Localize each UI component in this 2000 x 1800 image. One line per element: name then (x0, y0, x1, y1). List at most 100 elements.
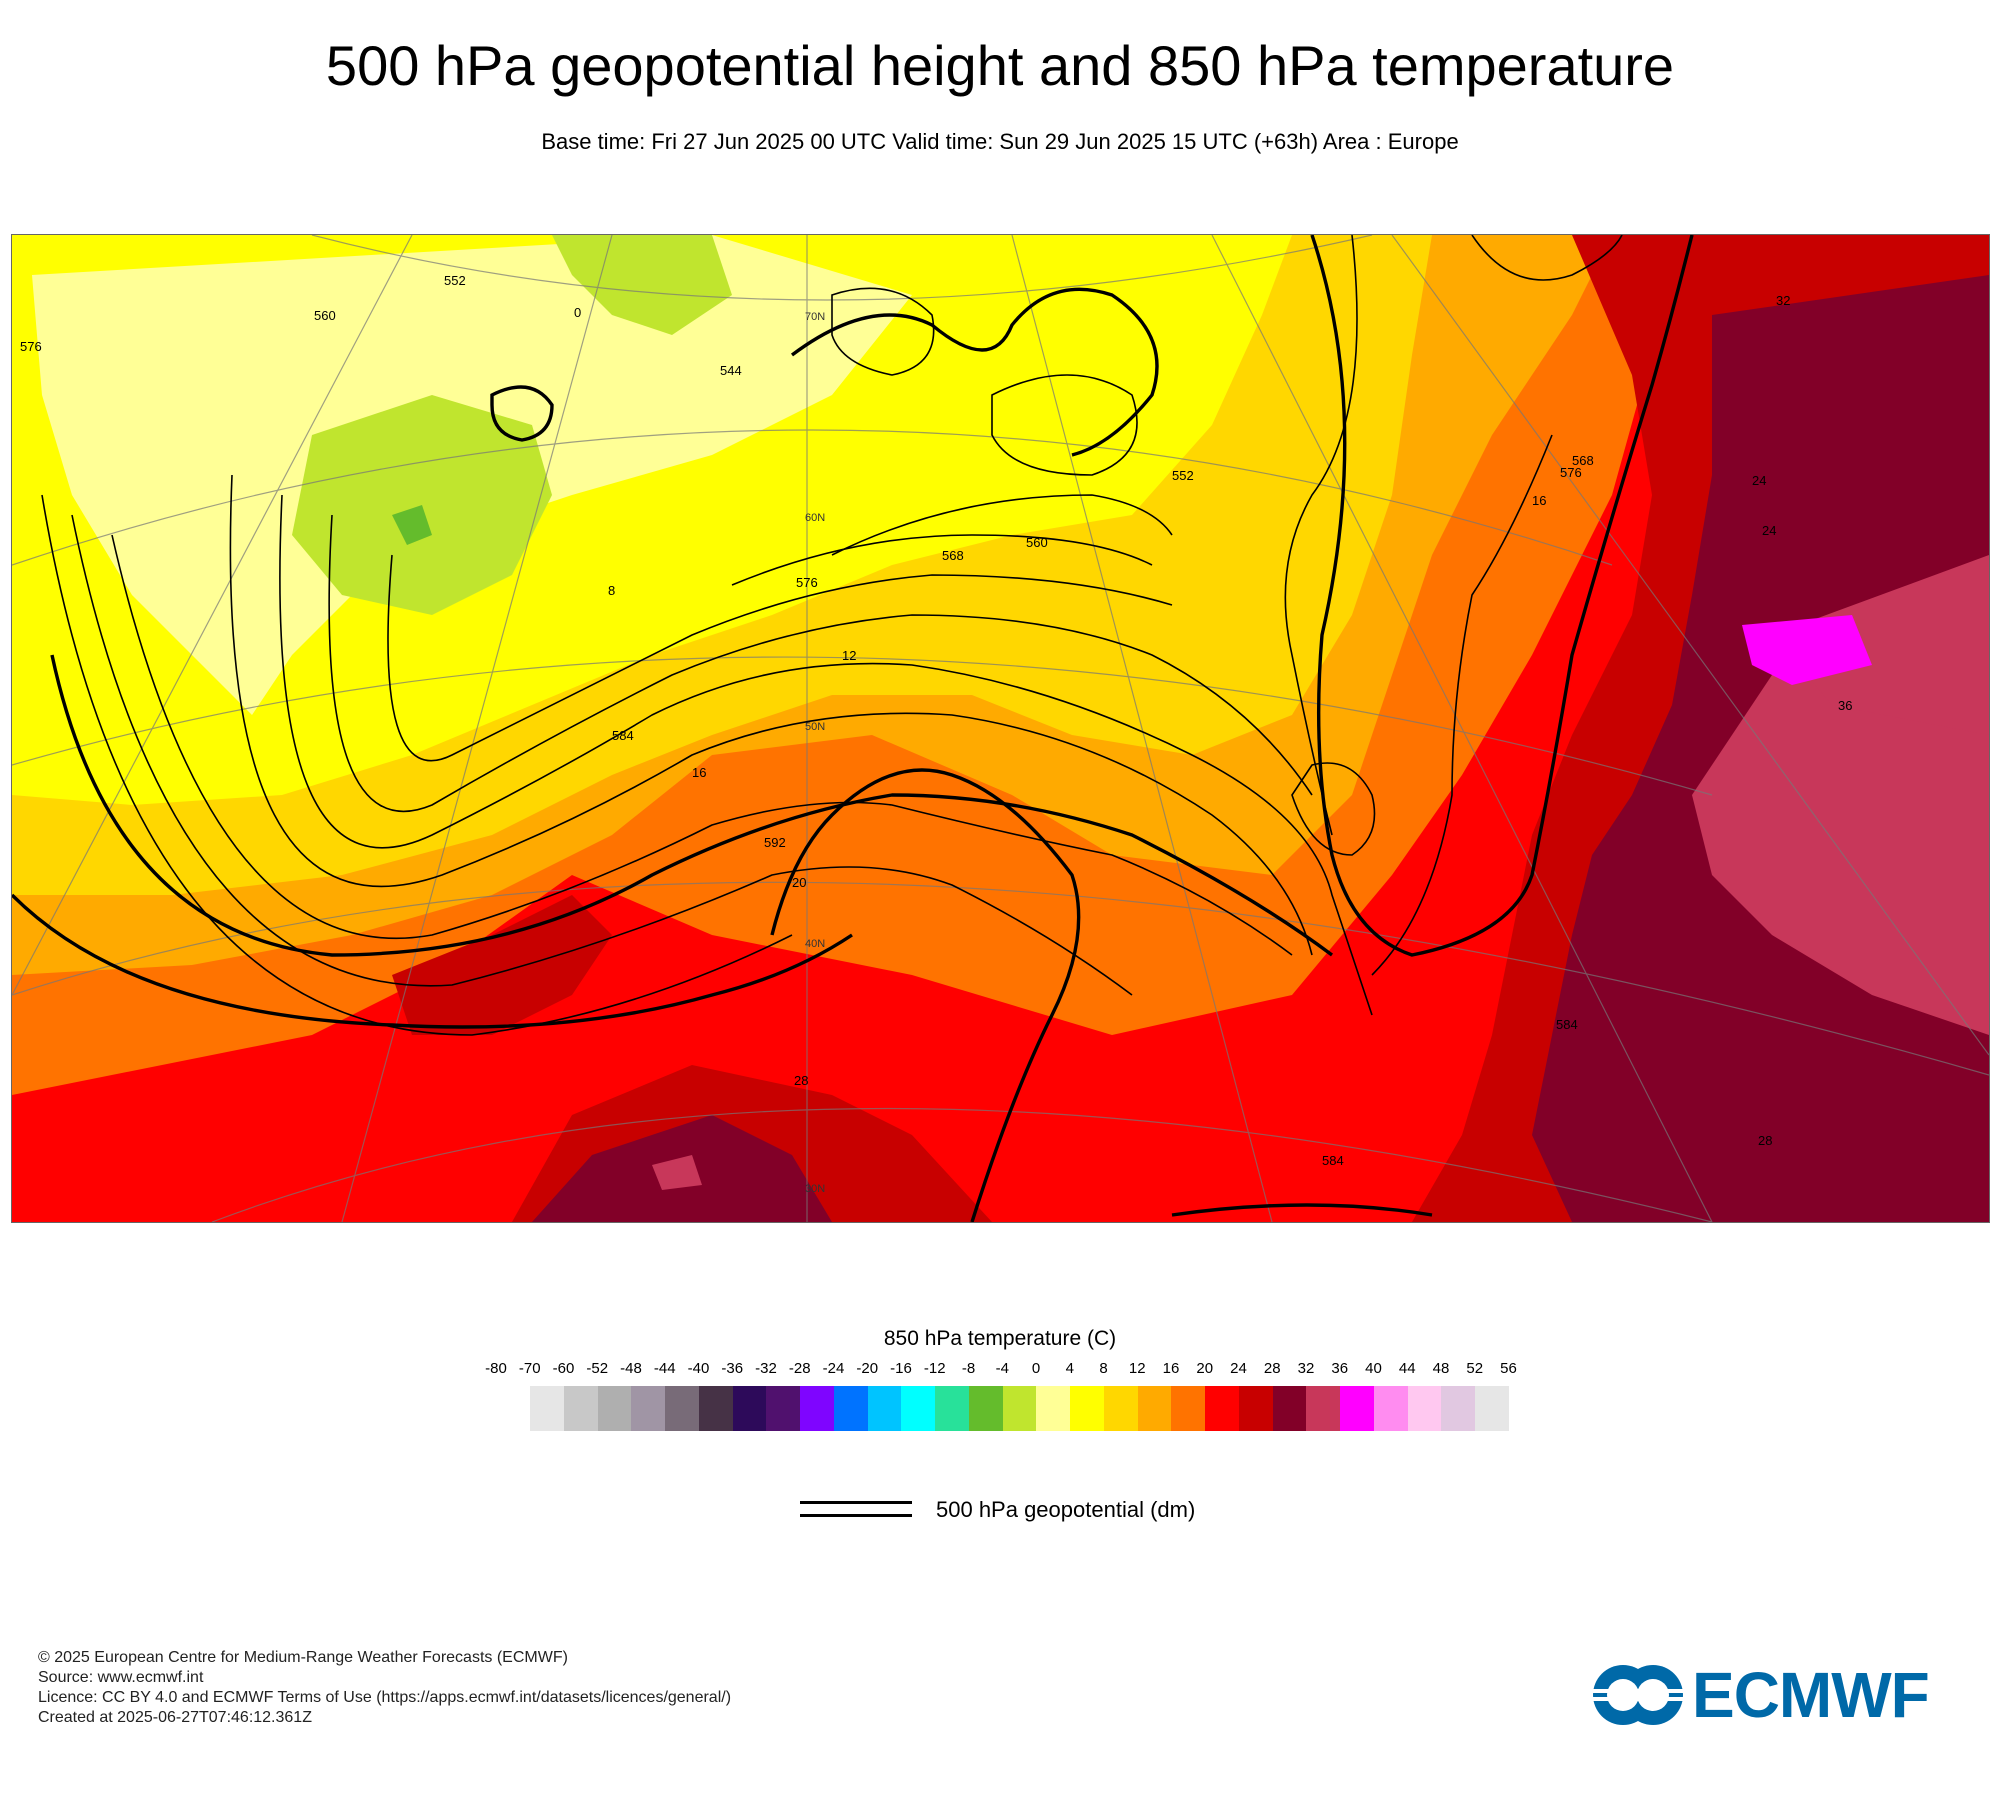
colorbar-tick-label: 16 (1162, 1360, 1180, 1377)
colorbar-tick-label: -28 (788, 1360, 811, 1377)
colorbar-swatch (901, 1386, 935, 1431)
ecmwf-logo-icon (1590, 1665, 1686, 1725)
colorbar-swatch (1306, 1386, 1340, 1431)
contour-bold-ridge (1310, 235, 1694, 957)
colorbar-swatch (698, 1386, 733, 1431)
temp-band-24-iberia (392, 895, 612, 1035)
colorbar-swatch (665, 1386, 699, 1431)
colorbar-tick-label: -60 (552, 1360, 575, 1377)
temp-band-32-north (1772, 555, 1989, 735)
colorbar-tick-label: -8 (961, 1360, 976, 1377)
colorbar-swatch (1036, 1386, 1070, 1431)
colorbar-swatch (1002, 1386, 1037, 1431)
colorbar-swatch (1475, 1386, 1509, 1431)
temp-label: 32 (1776, 293, 1790, 308)
contour-east-1 (1284, 235, 1358, 836)
forecast-map: 70N 60N 50N 40N 30N 552 560 544 568 576 … (11, 234, 1990, 1223)
grid-lon-w10 (341, 235, 613, 1222)
latitude-labels: 70N 60N 50N 40N 30N (805, 311, 825, 1195)
colorbar-tick-label: 48 (1432, 1360, 1450, 1377)
colorbar-swatch (1373, 1386, 1408, 1431)
grid-lat-30 (211, 1107, 1713, 1222)
colorbar-swatch (1407, 1386, 1442, 1431)
colorbar-swatch (1205, 1386, 1239, 1431)
contour-mid-1 (279, 494, 1373, 1016)
temp-label: 20 (792, 875, 806, 890)
colorbar-tick-label: -4 (995, 1360, 1009, 1377)
grid-lat-50 (12, 656, 1713, 796)
colorbar-swatch (1272, 1386, 1307, 1431)
lat-label-70n: 70N (805, 311, 825, 323)
temp-label: 12 (842, 648, 856, 663)
colorbar-tick-label: 44 (1398, 1360, 1416, 1377)
geo-label: 552 (1172, 468, 1194, 483)
map-subtitle: Base time: Fri 27 Jun 2025 00 UTC Valid … (541, 129, 1459, 154)
contour-lower-1 (111, 534, 1293, 956)
geopotential-contours-bold (12, 235, 1694, 1222)
colorbar-tick-label: -24 (822, 1360, 845, 1377)
contour-bold-544 (790, 287, 1159, 457)
colorbar-tick-label: 12 (1128, 1360, 1146, 1377)
footer-licence: Licence: CC BY 4.0 and ECMWF Terms of Us… (38, 1689, 732, 1706)
colorbar-swatch (766, 1386, 800, 1431)
contour-closed-north (1471, 235, 1623, 281)
contour-mid-2 (229, 474, 1313, 956)
contour-bold-south-584 (1171, 1203, 1433, 1217)
temperature-shading (12, 235, 1989, 1222)
grid-lon-e30 (1391, 235, 1989, 1056)
geo-label: 576 (20, 339, 42, 354)
colorbar-swatch (732, 1386, 767, 1431)
contour-bold-closed-low (490, 385, 554, 442)
temp-label: 28 (1758, 1133, 1772, 1148)
contour-east-2 (1371, 434, 1553, 976)
colorbar-swatch (631, 1386, 665, 1431)
lat-label-40n: 40N (805, 938, 825, 950)
forecast-map-svg: 70N 60N 50N 40N 30N 552 560 544 568 576 … (12, 235, 1989, 1222)
geo-label: 544 (720, 363, 742, 378)
colorbar-tick-label: 8 (1099, 1360, 1108, 1377)
lat-label-30n: 30N (805, 1183, 825, 1195)
colorbar-tick-label: 20 (1196, 1360, 1214, 1377)
lat-label-60n: 60N (805, 512, 825, 524)
ecmwf-logo-text: ECMWF (1692, 1659, 1930, 1731)
temp-band-minus4 (392, 505, 432, 545)
colorbar-tick-label: -36 (721, 1360, 744, 1377)
geo-label: 576 (1560, 465, 1582, 480)
colorbar-swatch (1137, 1386, 1172, 1431)
colorbar-swatch (867, 1386, 902, 1431)
temp-label: 28 (794, 1073, 808, 1088)
geo-label: 568 (1572, 453, 1594, 468)
colorbar-swatch (833, 1386, 868, 1431)
temp-label: 16 (1532, 493, 1546, 508)
temp-label: 36 (1838, 698, 1852, 713)
contour-closed-scandinavia (991, 374, 1138, 476)
colorbar-tick-label: -80 (485, 1360, 507, 1377)
map-title: 500 hPa geopotential height and 850 hPa … (325, 34, 1675, 97)
colorbar-tick-label: -12 (923, 1360, 946, 1377)
colorbar-swatch (968, 1386, 1003, 1431)
colorbar-tick-label: 56 (1500, 1360, 1517, 1377)
contour-lower-2 (71, 514, 1133, 996)
footer-copyright: © 2025 European Centre for Medium-Range … (38, 1649, 568, 1666)
colorbar-tick-label: 40 (1365, 1360, 1382, 1377)
temp-label: 24 (1762, 523, 1776, 538)
grid-lon-e20 (1211, 235, 1713, 1222)
colorbar-tick-label: 32 (1297, 1360, 1315, 1377)
geo-label: 568 (942, 548, 964, 563)
colorbar-tick-label: 24 (1230, 1360, 1247, 1377)
colorbar-tick-label: 52 (1466, 1360, 1484, 1377)
colorbar-swatch (1070, 1386, 1104, 1431)
temperature-legend-title: 850 hPa temperature (C) (883, 1327, 1117, 1350)
contour-mid-5 (731, 534, 1153, 586)
lat-label-50n: 50N (805, 721, 825, 733)
colorbar-swatch (1238, 1386, 1273, 1431)
colorbar-tick-label: -20 (856, 1360, 879, 1377)
colorbar-swatch (1171, 1386, 1205, 1431)
colorbar-swatch (1340, 1386, 1374, 1431)
grid-lat-70 (311, 235, 1373, 301)
geo-label: 552 (444, 273, 466, 288)
contour-closed-norway-sea (831, 287, 935, 376)
temperature-legend-colorbar (530, 1386, 1509, 1431)
grid-lat-60 (12, 429, 1613, 566)
lat-lon-grid (12, 235, 1989, 1222)
